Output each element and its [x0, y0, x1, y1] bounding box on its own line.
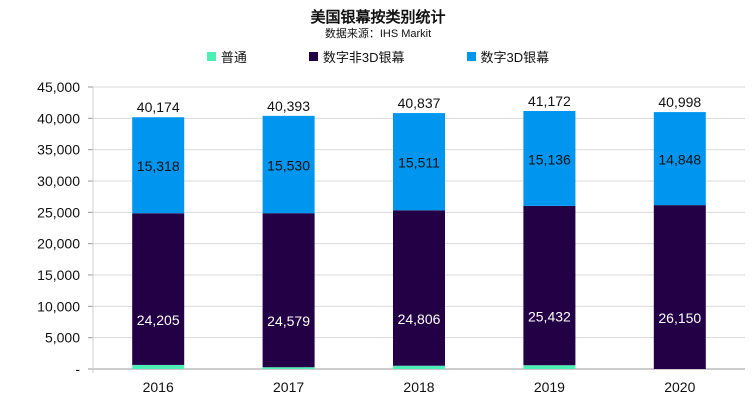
bar-segment [132, 364, 185, 369]
x-tick-label: 2017 [273, 379, 304, 395]
data-label: 24,579 [267, 313, 310, 329]
bar-segment [262, 115, 315, 214]
data-label: 26,150 [658, 310, 701, 326]
bar-segment [132, 213, 185, 365]
x-tick-label: 2016 [143, 379, 174, 395]
bar-segment [653, 112, 706, 206]
data-label: 24,806 [398, 311, 441, 327]
bar-segment [393, 210, 445, 366]
y-tick-label: 25,000 [37, 204, 80, 220]
data-label: 25,432 [528, 309, 571, 325]
y-tick-label: 30,000 [37, 173, 80, 189]
data-label: 15,318 [137, 158, 180, 174]
total-label: 40,998 [658, 94, 701, 110]
data-label: 14,848 [658, 152, 701, 168]
bar-segment [523, 205, 576, 366]
chart-subtitle: 数据来源：IHS Markit [324, 28, 432, 40]
y-tick-label: 10,000 [37, 298, 80, 314]
data-label: 15,511 [398, 155, 440, 171]
bar-segment [262, 213, 315, 368]
total-label: 40,837 [398, 95, 441, 111]
total-label: 41,172 [528, 93, 571, 109]
chart-title: 美国银幕按类别统计 [310, 9, 446, 26]
y-tick-label: 20,000 [37, 236, 80, 252]
bar-segment [523, 110, 576, 206]
bar-segment [523, 365, 576, 369]
total-label: 40,174 [137, 99, 180, 115]
y-tick-label: 15,000 [37, 267, 80, 283]
legend-label: 数字3D银幕 [480, 50, 550, 65]
bar-segment [262, 367, 315, 369]
y-tick-label: 5,000 [45, 330, 80, 346]
data-label: 15,530 [267, 158, 310, 174]
legend-item-regular: 普通 [206, 47, 247, 66]
legend-swatch [308, 52, 318, 61]
y-tick-label: 45,000 [37, 79, 80, 95]
total-label: 40,393 [267, 98, 310, 114]
legend-label: 数字非3D银幕 [322, 50, 405, 65]
bar-segment [393, 113, 445, 211]
legend: 普通 数字非3D银幕 数字3D银幕 [0, 47, 756, 66]
legend-item-digital-2d: 数字非3D银幕 [308, 47, 405, 66]
bar-segment [653, 205, 706, 369]
bar-segment [132, 117, 185, 214]
data-label: 24,205 [137, 312, 180, 328]
y-tick-label: 35,000 [37, 142, 80, 158]
legend-swatch [466, 52, 476, 61]
y-tick-label: 40,000 [37, 110, 80, 126]
legend-item-digital-3d: 数字3D银幕 [466, 47, 550, 66]
bar-segment [393, 365, 445, 369]
legend-swatch [206, 52, 216, 61]
x-tick-label: 2019 [534, 379, 565, 395]
x-tick-label: 2018 [403, 379, 434, 395]
legend-label: 普通 [220, 50, 247, 65]
y-tick-label: - [75, 361, 80, 377]
data-label: 15,136 [528, 151, 571, 167]
x-tick-label: 2020 [664, 379, 695, 395]
